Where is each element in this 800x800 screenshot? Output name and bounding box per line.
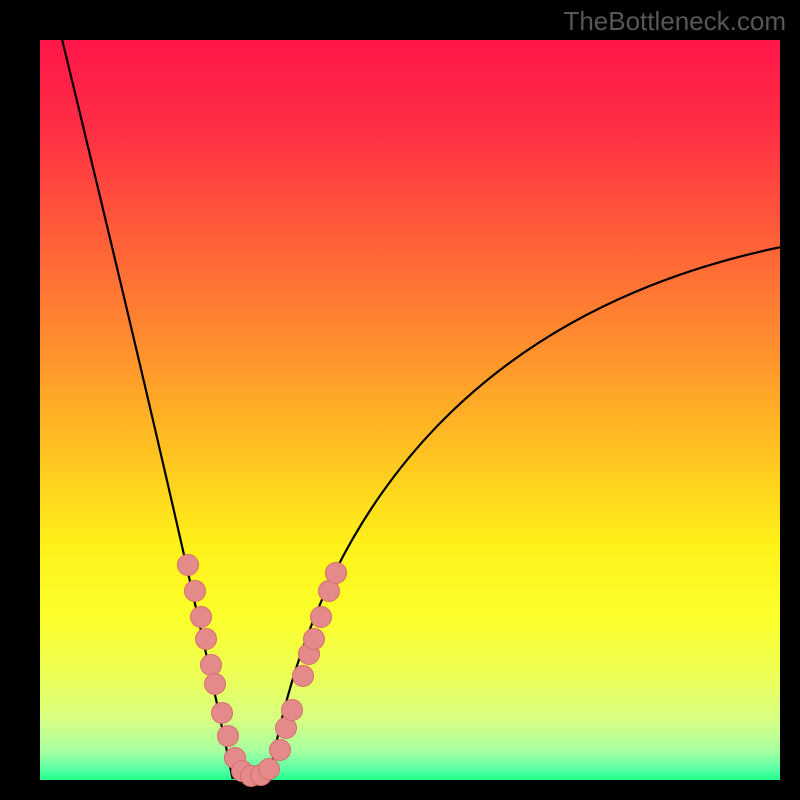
plot-area (40, 40, 780, 780)
bottleneck-curve (62, 40, 780, 779)
chart-stage: TheBottleneck.com (0, 0, 800, 800)
data-marker (310, 606, 332, 628)
data-marker (184, 580, 206, 602)
data-marker (292, 665, 314, 687)
data-marker (303, 628, 325, 650)
data-marker (190, 606, 212, 628)
data-marker (281, 699, 303, 721)
data-marker (195, 628, 217, 650)
data-marker (177, 554, 199, 576)
data-marker (204, 673, 226, 695)
data-marker (211, 702, 233, 724)
v-curve-svg (40, 40, 780, 780)
data-marker (325, 562, 347, 584)
data-marker (269, 739, 291, 761)
data-marker (217, 725, 239, 747)
data-marker (275, 717, 297, 739)
watermark-text: TheBottleneck.com (563, 6, 786, 37)
